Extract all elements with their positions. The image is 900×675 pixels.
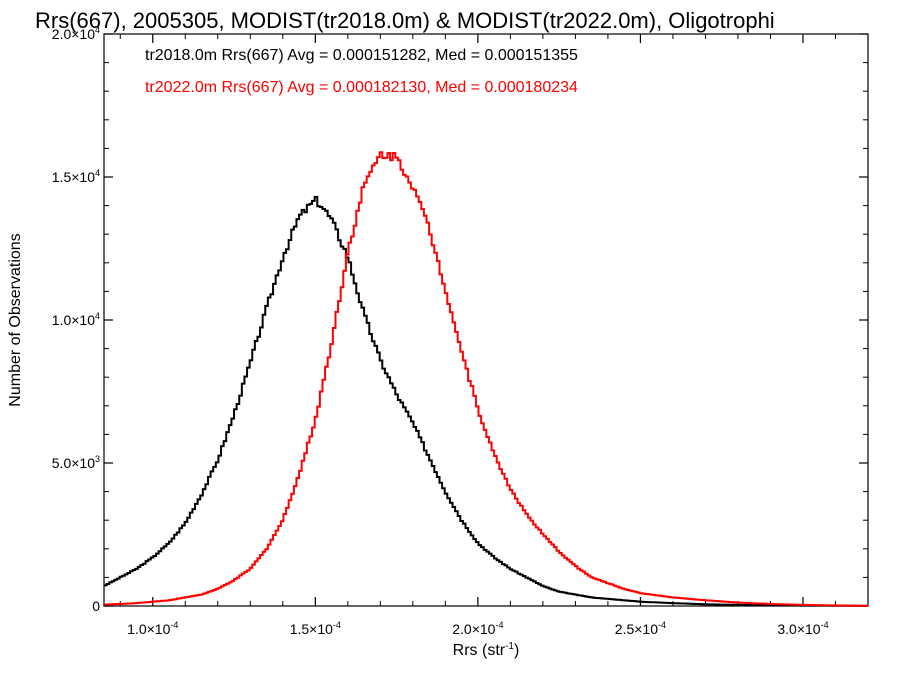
series-line-tr2022	[104, 151, 868, 607]
legend-entry-tr2018: tr2018.0m Rrs(667) Avg = 0.000151282, Me…	[145, 47, 578, 64]
x-tick-label: 2.0×10-4	[452, 620, 503, 637]
series-line-tr2018	[104, 195, 868, 607]
x-axis-label-suffix: )	[514, 642, 519, 659]
y-tick-label: 2.0×104	[52, 25, 100, 42]
series-layer	[104, 151, 868, 607]
legend-entry-tr2022: tr2022.0m Rrs(667) Avg = 0.000182130, Me…	[145, 79, 578, 96]
x-tick-label: 2.5×10-4	[615, 620, 666, 637]
y-tick-label: 0	[92, 598, 100, 614]
x-tick-label: 1.5×10-4	[290, 620, 341, 637]
y-axis-label: Number of Observations	[7, 233, 24, 406]
x-axis-label: Rrs (str-1)	[453, 641, 520, 659]
x-tick-label: 1.0×10-4	[127, 620, 178, 637]
y-tick-label: 5.0×103	[52, 454, 100, 471]
x-axis-label-text: Rrs (str	[453, 642, 506, 659]
y-tick-label: 1.5×104	[52, 168, 100, 185]
x-tick-label: 3.0×10-4	[777, 620, 828, 637]
x-axis-label-sup: -1	[505, 641, 514, 652]
chart-title: Rrs(667), 2005305, MODIST(tr2018.0m) & M…	[35, 8, 775, 33]
plot-frame	[103, 33, 869, 607]
axes: 0 5.0×103 1.0×104 1.5×104 2.0×104 1.0×10-4 1.5…	[52, 25, 869, 637]
y-tick-label: 1.0×104	[52, 311, 100, 328]
